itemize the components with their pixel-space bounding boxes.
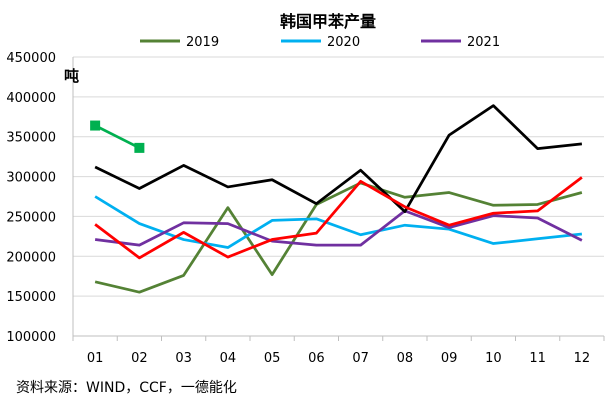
legend-label: 2021 (467, 35, 500, 50)
series-lines (90, 104, 583, 294)
x-tick-label: 11 (529, 351, 546, 366)
y-unit-label: 吨 (64, 67, 79, 85)
series-unlabeled-3 (94, 104, 583, 214)
y-tick-label: 150000 (6, 290, 56, 305)
x-tick-label: 12 (574, 351, 591, 366)
y-tick-label: 200000 (6, 250, 56, 265)
series-line (94, 124, 140, 150)
legend-label: 2020 (327, 35, 360, 50)
data-point-marker (134, 142, 145, 153)
source-note: 资料来源：WIND，CCF，一德能化 (16, 380, 237, 396)
x-tick-label: 01 (87, 351, 104, 366)
series-line (94, 181, 583, 294)
x-tick-label: 07 (352, 351, 369, 366)
y-tick-label: 250000 (6, 210, 56, 225)
legend: 2019 2020 2021 (140, 35, 500, 50)
series-unlabeled-5 (90, 120, 145, 153)
series-unlabeled-4 (94, 176, 583, 260)
legend-label: 2019 (186, 35, 219, 50)
y-tick-label: 350000 (6, 131, 56, 146)
x-tick-label: 02 (131, 351, 148, 366)
grid-lines (73, 56, 604, 337)
series-2021 (94, 209, 583, 247)
series-line (94, 176, 583, 260)
x-tick-label: 09 (441, 351, 458, 366)
y-tick-label: 300000 (6, 171, 56, 186)
x-tick-label: 06 (308, 351, 325, 366)
y-tick-label: 100000 (6, 330, 56, 345)
series-line (94, 104, 583, 214)
x-tick-label: 05 (264, 351, 281, 366)
x-tick-label: 03 (175, 351, 192, 366)
y-axis: 100000 150000 200000 250000 300000 350000 4000… (6, 51, 74, 345)
data-point-marker (90, 120, 101, 131)
x-axis: 01 02 03 04 05 06 07 08 09 10 11 12 (72, 335, 605, 366)
series-line (94, 209, 583, 247)
x-tick-label: 04 (220, 351, 237, 366)
x-tick-label: 08 (397, 351, 414, 366)
series-2019 (94, 181, 583, 294)
y-tick-label: 400000 (6, 91, 56, 106)
x-tick-label: 10 (485, 351, 502, 366)
y-tick-label: 450000 (6, 51, 56, 66)
chart-title: 韩国甲苯产量 (280, 12, 376, 31)
